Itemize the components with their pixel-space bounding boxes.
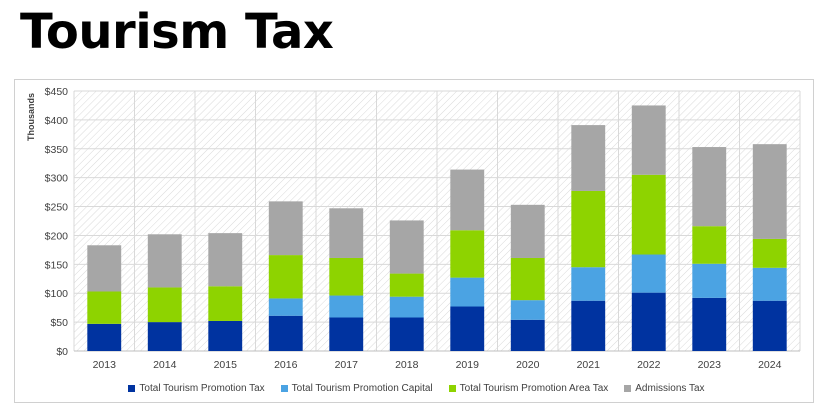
- bar-segment: [510, 300, 545, 320]
- bar-segment: [752, 300, 787, 351]
- x-tick-label: 2013: [93, 359, 117, 371]
- y-tick-label: $400: [45, 115, 69, 127]
- legend-item: Total Tourism Promotion Capital: [280, 383, 433, 394]
- x-tick-label: 2024: [758, 359, 782, 371]
- bar-segment: [87, 245, 122, 292]
- bar-segment: [329, 295, 364, 318]
- legend-item: Admissions Tax: [624, 383, 705, 394]
- chart-frame: $0 $50 $100 $150 $200 $250 $300 $350 $400 $450 201…: [14, 79, 814, 403]
- bar-segment: [510, 257, 545, 301]
- bar-segment: [268, 315, 303, 351]
- legend-swatch: [624, 385, 632, 392]
- y-tick-label: $150: [45, 259, 69, 271]
- bar-segment: [329, 257, 364, 296]
- bar-segment: [631, 105, 666, 175]
- bar-segment: [329, 317, 364, 351]
- bar-segment: [692, 263, 727, 298]
- bar-segment: [752, 144, 787, 239]
- bar-segment: [450, 306, 485, 351]
- bar-segment: [389, 296, 424, 318]
- bar-segment: [631, 292, 666, 351]
- bar-segment: [389, 220, 424, 274]
- bar-segment: [147, 234, 182, 288]
- legend: Total Tourism Promotion Tax Total Tourism…: [0, 383, 833, 394]
- bar-segment: [147, 287, 182, 323]
- x-tick-label: 2019: [456, 359, 480, 371]
- bar-segment: [752, 267, 787, 301]
- bar-segment: [147, 322, 182, 351]
- x-tick-label: 2020: [516, 359, 540, 371]
- legend-item: Total Tourism Promotion Tax: [128, 383, 265, 394]
- y-tick-label: $250: [45, 202, 69, 214]
- gridlines: [73, 90, 801, 352]
- y-tick-label: $50: [50, 317, 68, 329]
- y-tick-label: $450: [45, 86, 69, 98]
- bar-segment: [389, 317, 424, 351]
- x-tick-label: 2018: [395, 359, 419, 371]
- y-axis-title: Thousands: [26, 93, 36, 141]
- y-tick-label: $100: [45, 288, 69, 300]
- x-tick-label: 2023: [698, 359, 722, 371]
- bar-segment: [450, 230, 485, 278]
- legend-label: Admissions Tax: [635, 383, 705, 394]
- bar-segment: [329, 208, 364, 258]
- bar-segment: [571, 125, 606, 191]
- legend-swatch: [280, 385, 288, 392]
- bars: [87, 105, 787, 351]
- bar-segment: [631, 174, 666, 255]
- legend-label: Total Tourism Promotion Area Tax: [459, 383, 609, 394]
- bar-segment: [752, 238, 787, 268]
- x-tick-label: 2016: [274, 359, 298, 371]
- x-tick-label: 2017: [335, 359, 359, 371]
- bar-segment: [87, 291, 122, 324]
- legend-item: Total Tourism Promotion Area Tax: [448, 383, 609, 394]
- x-tick-label: 2015: [214, 359, 238, 371]
- page-title: Tourism Tax: [20, 4, 334, 60]
- bar-segment: [87, 323, 122, 351]
- axes: $0 $50 $100 $150 $200 $250 $300 $350 $400 $450 201…: [45, 86, 782, 371]
- legend-swatch: [128, 385, 136, 392]
- bar-segment: [389, 273, 424, 297]
- bar-segment: [208, 233, 243, 287]
- bar-segment: [208, 320, 243, 351]
- legend-swatch: [448, 385, 456, 392]
- x-tick-label: 2022: [637, 359, 661, 371]
- bar-segment: [571, 300, 606, 351]
- bar-segment: [692, 147, 727, 227]
- bar-segment: [571, 190, 606, 268]
- bar-segment: [571, 267, 606, 301]
- y-tick-label: $200: [45, 230, 69, 242]
- bar-segment: [268, 298, 303, 316]
- bar-segment: [510, 204, 545, 258]
- bar-segment: [268, 201, 303, 256]
- y-tick-label: $300: [45, 173, 69, 185]
- x-tick-label: 2021: [577, 359, 601, 371]
- stacked-bar-chart: $0 $50 $100 $150 $200 $250 $300 $350 $400 $450 201…: [26, 86, 801, 371]
- bar-segment: [692, 226, 727, 264]
- bar-segment: [450, 169, 485, 231]
- bar-segment: [510, 319, 545, 351]
- bar-segment: [208, 286, 243, 321]
- bar-segment: [692, 297, 727, 351]
- x-tick-label: 2014: [153, 359, 177, 371]
- y-tick-label: $0: [56, 346, 68, 358]
- legend-label: Total Tourism Promotion Capital: [291, 383, 433, 394]
- bar-segment: [631, 254, 666, 293]
- bar-segment: [268, 255, 303, 299]
- legend-label: Total Tourism Promotion Tax: [139, 383, 265, 394]
- y-tick-label: $350: [45, 144, 69, 156]
- bar-segment: [450, 277, 485, 307]
